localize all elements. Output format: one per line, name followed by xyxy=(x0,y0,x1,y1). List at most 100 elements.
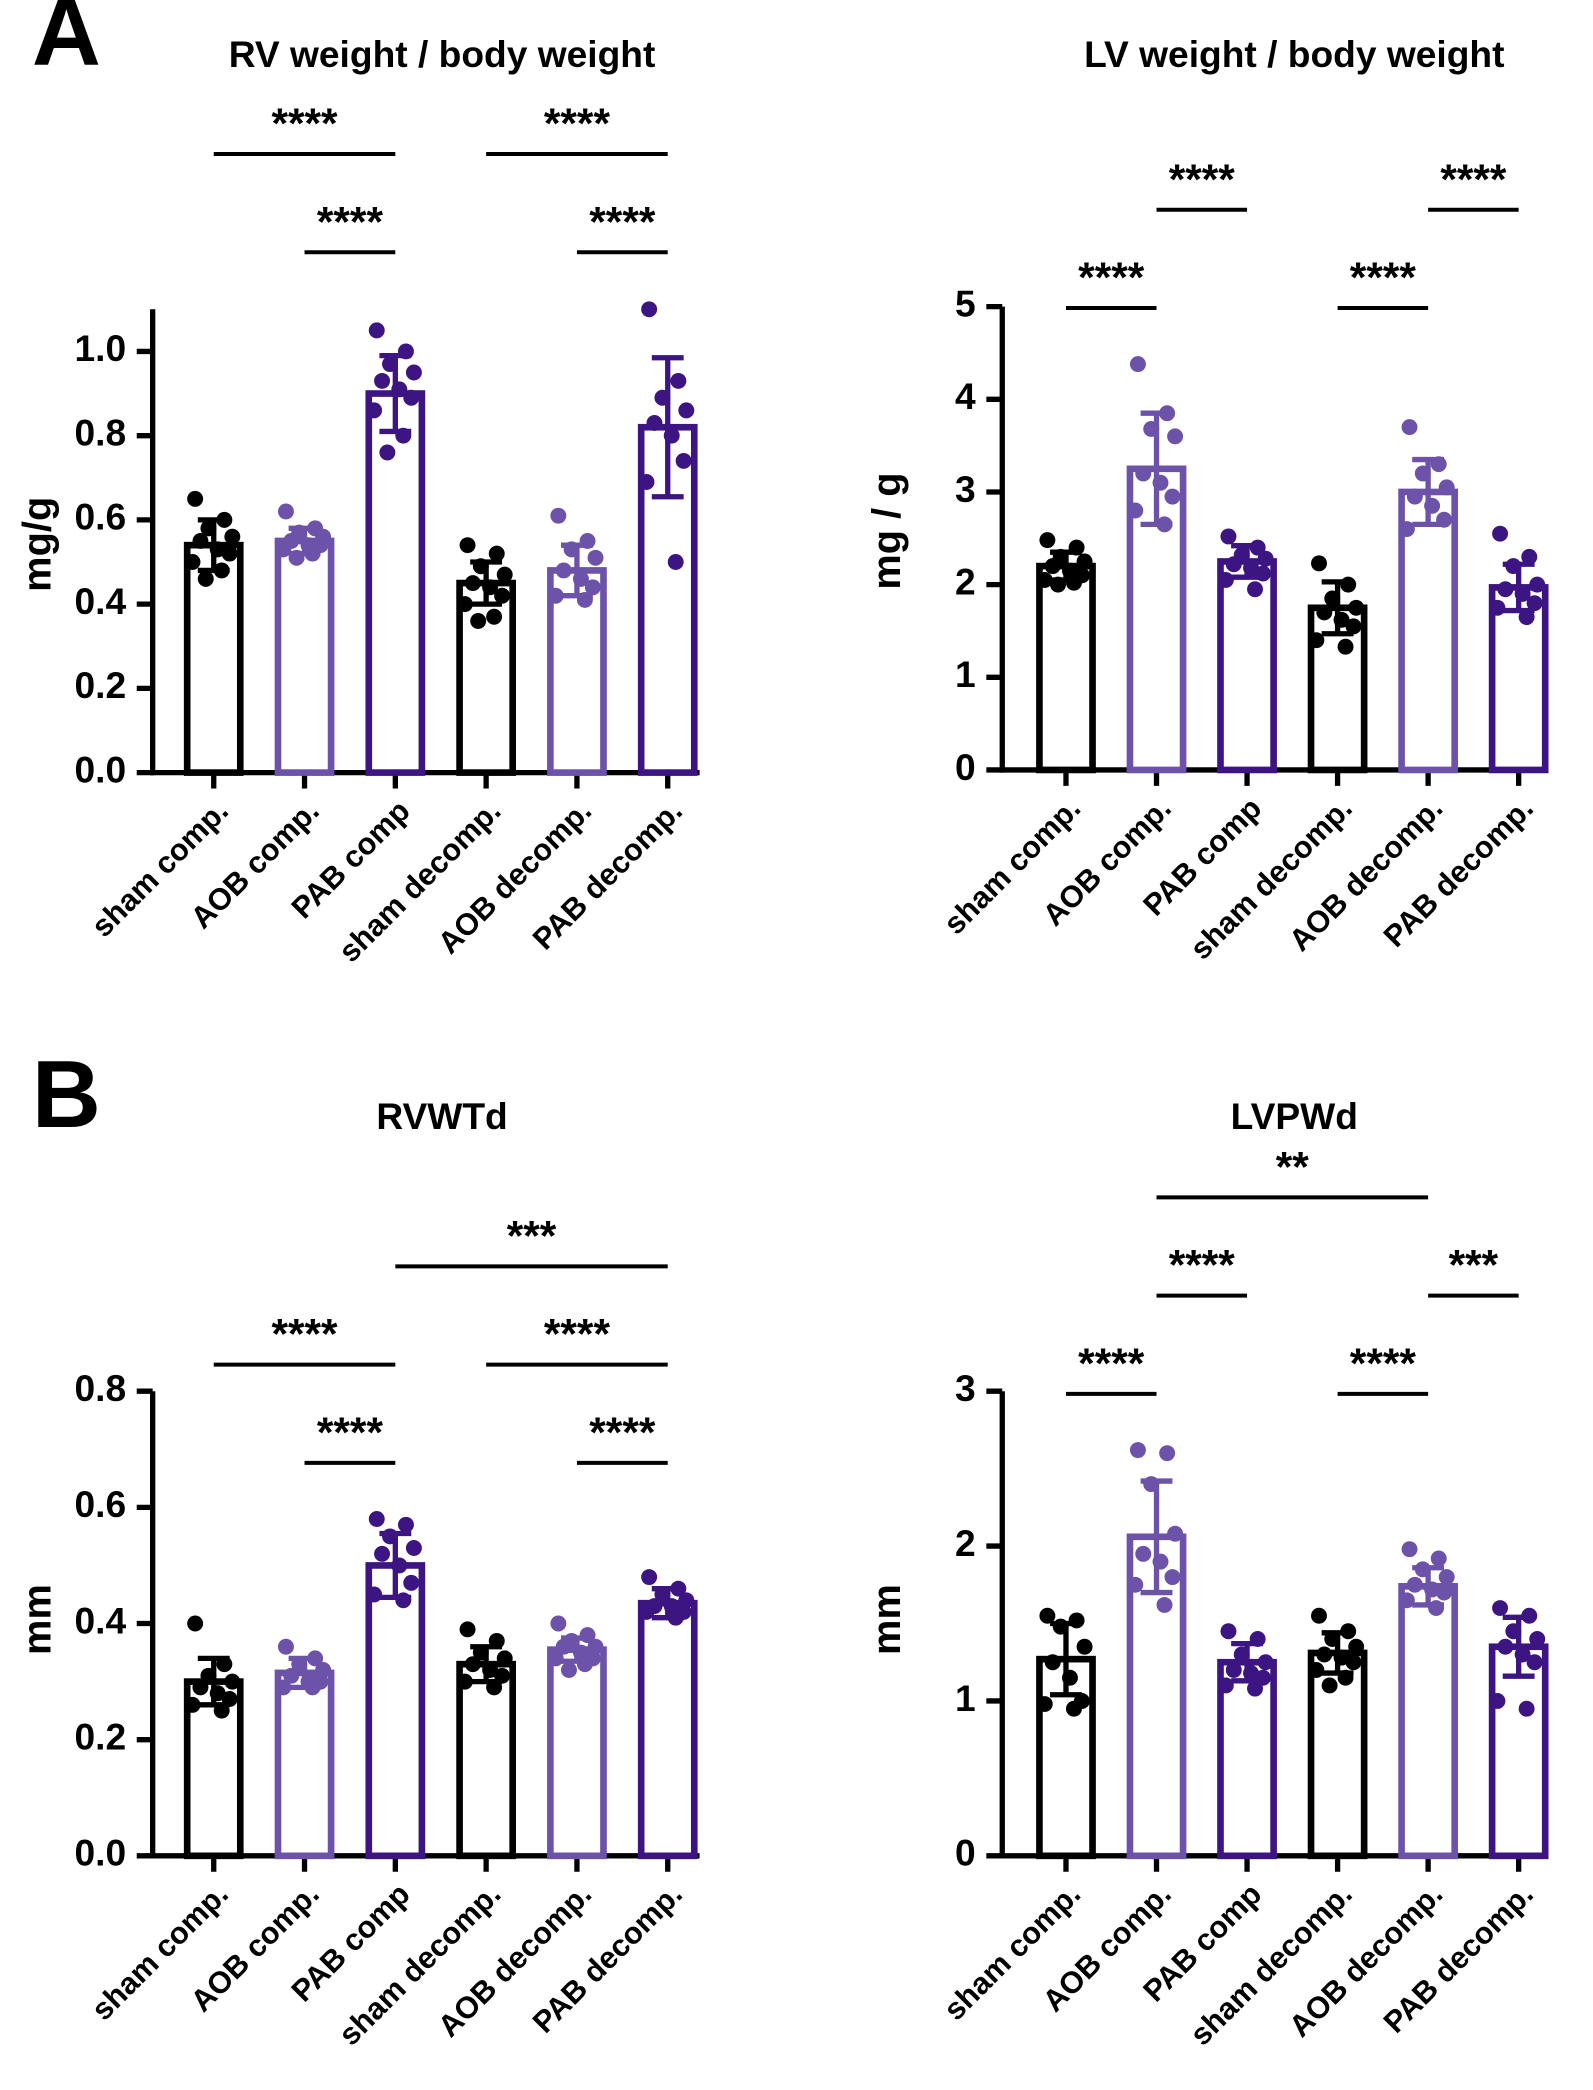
data-point xyxy=(667,554,684,570)
data-point xyxy=(1220,1623,1237,1640)
data-point xyxy=(1526,595,1543,612)
data-point xyxy=(187,490,204,507)
y-tick-label: 1 xyxy=(955,653,976,695)
data-point xyxy=(1247,581,1263,598)
y-tick-label: 0 xyxy=(955,746,976,788)
significance-label: **** xyxy=(1169,156,1236,203)
x-tick-label: sham decomp. xyxy=(332,794,507,969)
bar xyxy=(547,567,607,776)
error-bar xyxy=(1502,1614,1535,1679)
data-point xyxy=(1398,1592,1415,1609)
data-point xyxy=(221,545,238,562)
significance-label: ** xyxy=(1276,1143,1310,1190)
data-point xyxy=(397,1516,414,1533)
error-bar xyxy=(1412,456,1445,528)
y-tick-label: 0.4 xyxy=(74,580,126,622)
data-point xyxy=(1398,521,1415,537)
data-point xyxy=(1337,638,1354,655)
significance-label: **** xyxy=(1350,1340,1417,1387)
bar xyxy=(274,1669,335,1860)
data-point xyxy=(275,541,292,558)
y-tick-label: 0.4 xyxy=(74,1599,126,1641)
data-point xyxy=(283,1667,300,1684)
error-bar xyxy=(470,559,503,607)
bar xyxy=(365,390,426,776)
data-point xyxy=(1321,1677,1338,1694)
data-point xyxy=(587,549,604,566)
data-point xyxy=(646,415,663,431)
x-tick-label: AOB decomp. xyxy=(431,1877,598,2044)
data-point xyxy=(550,507,567,524)
significance-label: **** xyxy=(1169,1242,1236,1289)
data-point xyxy=(547,587,564,604)
data-point xyxy=(641,301,658,318)
data-point xyxy=(1401,419,1418,436)
data-point xyxy=(405,1540,422,1556)
y-tick-label: 1 xyxy=(955,1677,976,1719)
x-tick-label: AOB decomp. xyxy=(1283,791,1450,958)
significance-label: **** xyxy=(1078,1340,1145,1387)
y-tick-label: 2 xyxy=(955,1522,976,1564)
data-point xyxy=(277,503,294,520)
data-point xyxy=(192,1679,209,1696)
data-point xyxy=(1159,1445,1176,1462)
data-point xyxy=(561,1662,577,1678)
data-point xyxy=(496,566,513,583)
error-bar xyxy=(379,1530,412,1601)
significance-label: **** xyxy=(544,1311,611,1358)
data-point xyxy=(1438,479,1455,496)
chart-title: RVWTd xyxy=(376,1095,507,1137)
data-point xyxy=(1348,1638,1365,1655)
data-point xyxy=(1308,632,1325,649)
x-tick-label: sham decomp. xyxy=(332,1877,507,2052)
y-tick-label: 0.8 xyxy=(74,411,126,453)
error-bar xyxy=(1321,579,1354,637)
bar xyxy=(1036,562,1096,774)
data-point xyxy=(366,402,383,419)
significance-label: **** xyxy=(1078,254,1145,301)
bar xyxy=(547,1646,607,1860)
bar xyxy=(274,537,335,776)
significance-label: **** xyxy=(1440,156,1507,203)
data-point xyxy=(459,1621,476,1638)
error-bar xyxy=(1502,561,1535,614)
data-point xyxy=(584,579,601,596)
data-point xyxy=(1044,1654,1061,1671)
data-point xyxy=(1225,556,1242,573)
data-point xyxy=(470,613,487,629)
y-tick-label: 0.2 xyxy=(74,1715,126,1757)
data-point xyxy=(379,444,396,461)
data-point xyxy=(1225,1662,1242,1678)
data-point xyxy=(1076,1638,1093,1655)
y-axis-label: mg / g xyxy=(865,472,909,589)
panel-label: A xyxy=(32,0,101,86)
data-point xyxy=(1316,1646,1333,1663)
data-point xyxy=(1311,555,1327,572)
x-tick-label: sham decomp. xyxy=(1184,1877,1359,2052)
error-bar xyxy=(1412,1565,1445,1608)
x-tick-label: sham decomp. xyxy=(1184,791,1359,966)
error-bar xyxy=(379,352,412,435)
data-point xyxy=(1340,576,1357,593)
data-point xyxy=(464,1656,481,1673)
data-point xyxy=(277,1638,294,1655)
data-point xyxy=(1497,581,1514,598)
data-point xyxy=(1406,488,1423,505)
significance-label: **** xyxy=(544,100,611,147)
data-point xyxy=(1436,1584,1453,1601)
y-axis-label: mm xyxy=(15,1584,59,1655)
y-tick-label: 0.2 xyxy=(74,664,126,706)
data-point xyxy=(1489,599,1506,616)
data-point xyxy=(187,1615,204,1632)
data-point xyxy=(464,575,481,592)
significance-label: **** xyxy=(589,198,656,245)
bar xyxy=(365,1562,426,1860)
bar xyxy=(637,1599,698,1860)
data-point xyxy=(1345,1654,1362,1671)
bar xyxy=(456,1660,517,1860)
bar xyxy=(1398,1583,1458,1860)
data-point xyxy=(1217,572,1234,588)
data-point xyxy=(224,528,241,545)
